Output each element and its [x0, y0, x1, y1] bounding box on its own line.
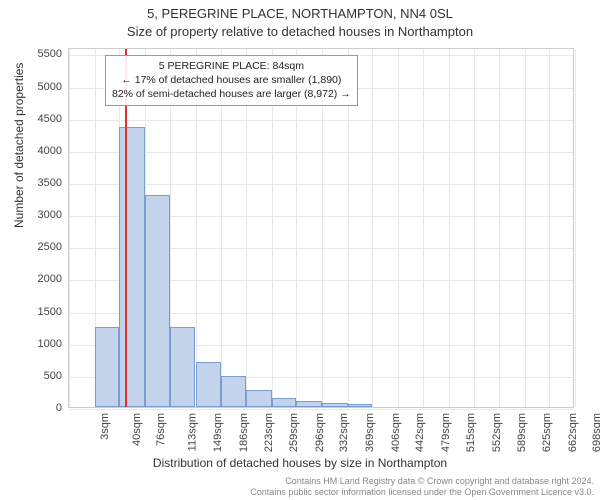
x-tick-label: 515sqm [465, 413, 477, 452]
histogram-bar [322, 403, 348, 407]
x-tick-label: 552sqm [491, 413, 503, 452]
x-tick-label: 406sqm [390, 413, 402, 452]
histogram-bar [196, 362, 222, 407]
y-tick-label: 2000 [12, 273, 62, 285]
histogram-bar [119, 127, 145, 407]
x-tick-label: 259sqm [288, 413, 300, 452]
histogram-bar [170, 327, 196, 407]
y-tick-label: 5500 [12, 48, 62, 60]
annotation-line-1: 5 PEREGRINE PLACE: 84sqm [112, 59, 351, 73]
annotation-line-3: 82% of semi-detached houses are larger (… [112, 87, 351, 101]
x-tick-label: 3sqm [99, 413, 111, 440]
x-tick-label: 662sqm [567, 413, 579, 452]
x-tick-label: 698sqm [592, 413, 600, 452]
x-tick-label: 296sqm [314, 413, 326, 452]
x-tick-label: 40sqm [131, 413, 143, 446]
histogram-bar [246, 390, 272, 407]
gridline-vertical [549, 49, 550, 407]
x-tick-label: 589sqm [516, 413, 528, 452]
gridline-horizontal [69, 409, 573, 410]
y-tick-label: 3500 [12, 177, 62, 189]
y-tick-label: 500 [12, 370, 62, 382]
x-tick-label: 149sqm [212, 413, 224, 452]
y-tick-label: 4500 [12, 113, 62, 125]
histogram-bar [348, 404, 373, 407]
gridline-vertical [449, 49, 450, 407]
x-axis-label: Distribution of detached houses by size … [0, 456, 600, 470]
histogram-bar [296, 401, 322, 407]
y-tick-label: 3000 [12, 209, 62, 221]
x-tick-label: 479sqm [440, 413, 452, 452]
x-tick-label: 113sqm [186, 413, 198, 451]
x-tick-label: 442sqm [415, 413, 427, 452]
chart-title-line2: Size of property relative to detached ho… [0, 24, 600, 39]
gridline-vertical [525, 49, 526, 407]
plot-area: 5 PEREGRINE PLACE: 84sqm ← 17% of detach… [68, 48, 574, 408]
x-tick-label: 332sqm [339, 413, 351, 452]
y-tick-label: 2500 [12, 241, 62, 253]
histogram-bar [272, 398, 297, 407]
chart-title-line1: 5, PEREGRINE PLACE, NORTHAMPTON, NN4 0SL [0, 6, 600, 21]
footer-line-2: Contains public sector information licen… [0, 487, 594, 498]
y-tick-label: 1000 [12, 338, 62, 350]
y-tick-label: 0 [12, 402, 62, 414]
histogram-bar [145, 195, 170, 407]
x-tick-label: 625sqm [541, 413, 553, 452]
gridline-vertical [69, 49, 70, 407]
gridline-vertical [398, 49, 399, 407]
x-tick-label: 223sqm [263, 413, 275, 452]
histogram-bar [221, 376, 246, 407]
y-tick-label: 1500 [12, 306, 62, 318]
x-tick-label: 369sqm [364, 413, 376, 452]
annotation-box: 5 PEREGRINE PLACE: 84sqm ← 17% of detach… [105, 55, 358, 106]
y-tick-label: 5000 [12, 81, 62, 93]
gridline-vertical [372, 49, 373, 407]
gridline-vertical [423, 49, 424, 407]
y-tick-label: 4000 [12, 145, 62, 157]
gridline-vertical [474, 49, 475, 407]
footer-line-1: Contains HM Land Registry data © Crown c… [0, 476, 594, 487]
annotation-line-2: ← 17% of detached houses are smaller (1,… [112, 73, 351, 87]
gridline-vertical [575, 49, 576, 407]
x-tick-label: 186sqm [238, 413, 250, 452]
gridline-vertical [499, 49, 500, 407]
histogram-bar [95, 327, 120, 407]
footer-attribution: Contains HM Land Registry data © Crown c… [0, 476, 594, 498]
x-tick-label: 76sqm [155, 413, 167, 446]
